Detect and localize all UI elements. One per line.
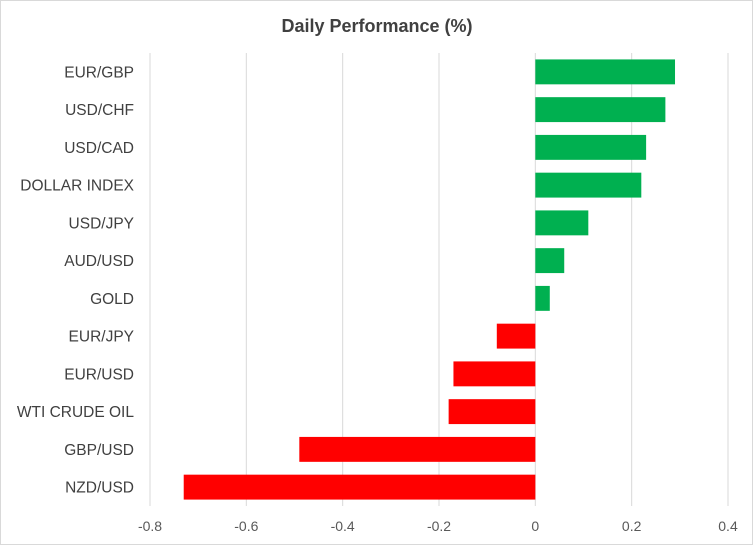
- gridlines: [149, 53, 729, 506]
- category-label: WTI CRUDE OIL: [17, 404, 134, 421]
- bar: [535, 134, 647, 160]
- category-labels: EUR/GBP USD/CHF USD/CAD DOLLAR INDEX USD/JPY…: [17, 64, 135, 496]
- x-tick-label: -0.2: [427, 518, 451, 534]
- x-tick-label: 0: [531, 518, 539, 534]
- bar: [535, 210, 589, 236]
- bar: [448, 399, 536, 425]
- bar: [535, 285, 550, 311]
- bar: [453, 361, 536, 387]
- category-label: EUR/USD: [64, 366, 134, 383]
- bar: [535, 248, 565, 274]
- category-label: EUR/JPY: [69, 329, 134, 346]
- bar: [299, 436, 536, 462]
- category-label: GBP/USD: [64, 442, 134, 459]
- x-axis-tick-labels: -0.8 -0.6 -0.4 -0.2 0 0.2 0.4: [138, 518, 738, 534]
- bar: [535, 97, 666, 123]
- bar: [496, 323, 536, 349]
- category-label: GOLD: [90, 291, 134, 308]
- bar-series: [183, 59, 676, 500]
- category-label: USD/CAD: [64, 140, 134, 157]
- bar: [183, 474, 536, 500]
- x-tick-label: -0.6: [234, 518, 258, 534]
- bar: [535, 172, 642, 198]
- x-tick-label: -0.8: [138, 518, 162, 534]
- category-label: USD/JPY: [69, 215, 134, 232]
- category-label: AUD/USD: [64, 253, 134, 270]
- x-tick-label: 0.4: [718, 518, 738, 534]
- category-label: EUR/GBP: [64, 64, 134, 81]
- x-tick-label: -0.4: [331, 518, 355, 534]
- chart-title: Daily Performance (%): [281, 16, 472, 36]
- category-label: DOLLAR INDEX: [20, 178, 134, 195]
- x-tick-label: 0.2: [622, 518, 642, 534]
- category-label: NZD/USD: [65, 480, 134, 497]
- category-label: USD/CHF: [65, 102, 134, 119]
- bar: [535, 59, 676, 85]
